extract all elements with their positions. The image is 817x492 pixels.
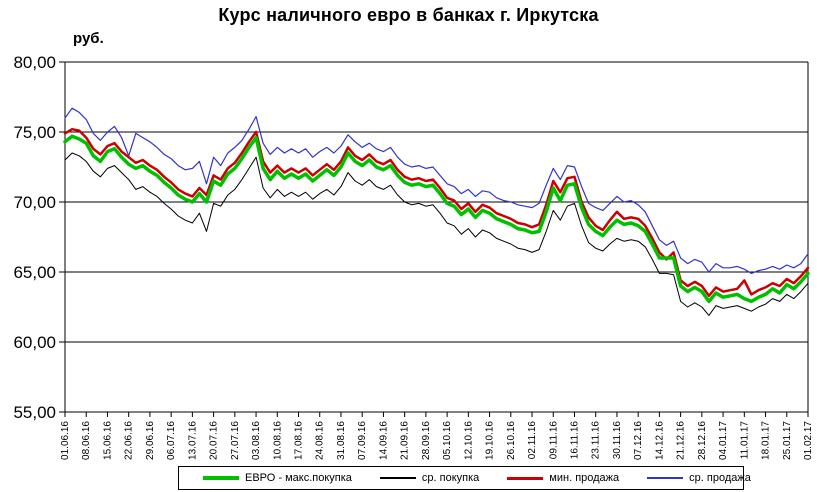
y-tick-label: 55,00 — [13, 403, 56, 422]
x-tick-label: 21.09.16 — [400, 421, 411, 460]
y-tick-label: 70,00 — [13, 193, 56, 212]
x-tick-label: 25.01.17 — [782, 421, 793, 460]
x-tick-label: 09.11.16 — [548, 421, 559, 460]
series-line-1 — [64, 152, 809, 316]
legend-item-min-sell: мин. продажа — [507, 472, 619, 484]
x-tick-label: 26.10.16 — [506, 421, 517, 460]
x-tick-label: 30.11.16 — [612, 421, 623, 460]
x-tick-label: 03.08.16 — [251, 421, 262, 460]
x-tick-label: 23.11.16 — [591, 421, 602, 460]
legend-item-avg-buy: ср. покупка — [379, 472, 480, 484]
x-tick-label: 10.08.16 — [272, 421, 283, 460]
legend-label: ЕВРО - макс.покупка — [245, 472, 352, 484]
y-tick-label: 60,00 — [13, 333, 56, 352]
x-tick-label: 21.12.16 — [676, 421, 687, 460]
x-tick-label: 27.07.16 — [230, 421, 241, 460]
x-tick-label: 12.10.16 — [463, 421, 474, 460]
x-tick-label: 16.11.16 — [569, 421, 580, 460]
y-tick-label: 65,00 — [13, 263, 56, 282]
x-tick-label: 24.08.16 — [315, 421, 326, 460]
x-tick-label: 06.07.16 — [166, 421, 177, 460]
legend-line-sample-black — [379, 477, 416, 479]
x-tick-label: 01.06.16 — [60, 421, 71, 460]
legend-label: ср. продажа — [689, 472, 751, 484]
y-tick-label: 75,00 — [13, 123, 56, 142]
x-tick-label: 05.10.16 — [442, 421, 453, 460]
x-tick-label: 11.01.17 — [739, 421, 750, 460]
y-tick-label: 80,00 — [13, 53, 56, 72]
series-line-3 — [64, 107, 809, 274]
legend-item-avg-sell: ср. продажа — [647, 472, 751, 484]
x-tick-label: 15.06.16 — [102, 421, 113, 460]
y-axis-unit-label: руб. — [73, 30, 104, 47]
legend-line-sample-green — [203, 476, 239, 480]
x-tick-label: 04.01.17 — [718, 421, 729, 460]
series-line-2 — [63, 127, 810, 298]
x-tick-label: 14.12.16 — [654, 421, 665, 460]
x-tick-label: 20.07.16 — [209, 421, 220, 460]
legend-label: ср. покупка — [421, 472, 480, 484]
x-tick-label: 01.02.17 — [803, 421, 814, 460]
legend-label: мин. продажа — [549, 472, 620, 484]
legend-line-sample-red — [507, 476, 544, 480]
x-tick-label: 14.09.16 — [378, 421, 389, 460]
x-tick-label: 07.12.16 — [633, 421, 644, 460]
x-tick-label: 22.06.16 — [124, 421, 135, 460]
x-tick-label: 18.01.17 — [761, 421, 772, 460]
legend-line-sample-blue — [647, 477, 684, 479]
x-tick-label: 17.08.16 — [294, 421, 305, 460]
x-tick-label: 08.06.16 — [81, 421, 92, 460]
x-tick-label: 31.08.16 — [336, 421, 347, 460]
x-tick-label: 29.06.16 — [145, 421, 156, 460]
x-tick-label: 02.11.16 — [527, 421, 538, 460]
x-tick-label: 19.10.16 — [485, 421, 496, 460]
x-tick-label: 07.09.16 — [357, 421, 368, 460]
x-tick-label: 28.09.16 — [421, 421, 432, 460]
series-line-0 — [63, 134, 810, 304]
legend: ЕВРО - макс.покупка ср. покупка мин. про… — [178, 466, 751, 490]
chart-title: Курс наличного евро в банках г. Иркутска — [218, 5, 599, 25]
x-tick-label: 28.12.16 — [697, 421, 708, 460]
x-tick-label: 13.07.16 — [187, 421, 198, 460]
legend-item-max-buy: ЕВРО - макс.покупка — [203, 472, 352, 484]
